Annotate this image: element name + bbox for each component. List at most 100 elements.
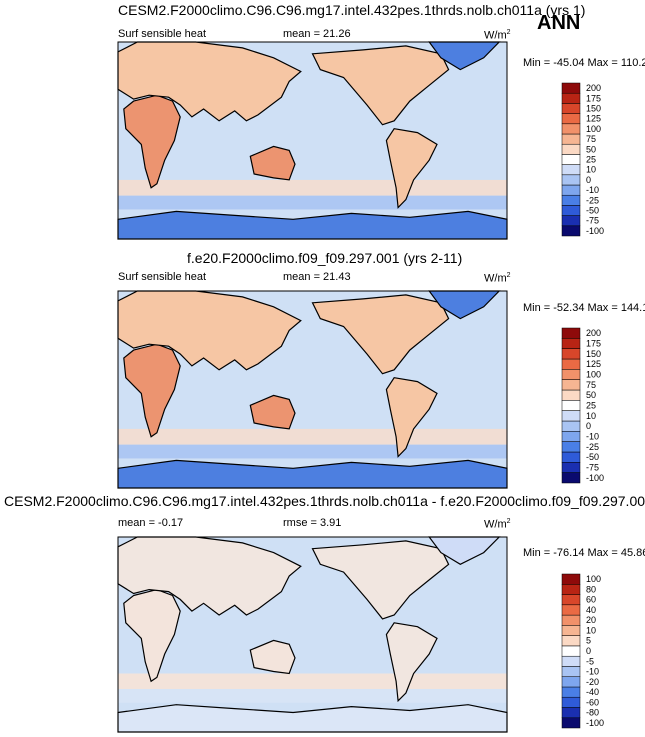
colorbar-tick-label: 200 [586,328,601,338]
colorbar-box [561,707,581,719]
colorbar-box [561,420,581,432]
colorbar-box [561,400,581,411]
colorbar-box [561,472,581,484]
colorbar-box [561,625,581,636]
colorbar-box [561,82,581,94]
circumpolar-band [118,444,507,459]
continent-namerica [311,45,450,126]
colorbar-tick-label: -100 [586,473,604,483]
colorbar-box [561,573,581,585]
colorbar-tick-label: 10 [586,626,596,636]
season-label: ANN [537,12,581,34]
colorbar-tick-label: 75 [586,380,596,390]
map-frame [117,41,508,240]
colorbar-tick-label: 0 [586,421,591,431]
colorbar-tick-label: -75 [586,463,599,473]
continent-eurasia [117,41,302,122]
colorbar-tick-label: -10 [586,185,599,195]
colorbar-tick-label: 150 [586,104,601,114]
colorbar-tick-label: 75 [586,134,596,144]
colorbar-tick-label: 10 [586,411,596,421]
colorbar-tick-label: -40 [586,687,599,697]
colorbar-tick-label: -25 [586,442,599,452]
colorbar-box [561,164,581,176]
continent-australia [249,394,296,430]
southern-ocean-band [118,673,507,690]
southern-ocean-band [118,179,507,196]
colorbar-tick-label: 50 [586,144,596,154]
panel2-mean: mean = 21.43 [283,271,351,283]
colorbar-tick-label: 125 [586,114,601,124]
colorbar-box [561,666,581,677]
colorbar-tick-label: 100 [586,124,601,134]
map-frame [117,290,508,489]
colorbar-tick-label: -100 [586,718,604,728]
panel3-units: W/m2 [484,518,511,531]
colorbar-tick-label: 175 [586,339,601,349]
colorbar-tick-label: -100 [586,226,604,236]
continent-samerica [385,377,438,458]
colorbar-tick-label: 80 [586,584,596,594]
colorbar-tick-label: 40 [586,605,596,615]
colorbar-box [561,614,581,626]
colorbar-box [561,225,581,237]
colorbar-box [561,696,581,708]
map-panel-1 [117,41,508,240]
colorbar-box [561,123,581,135]
colorbar-box [561,686,581,698]
circumpolar-band [118,689,507,703]
panel2-minmax: Min = -52.34 Max = 144.13 [523,302,645,314]
colorbar-box [561,184,581,196]
colorbar-box [561,92,581,104]
colorbar-box [561,635,581,647]
colorbar-box [561,174,581,186]
colorbar-box [561,205,581,216]
map-panel-2 [117,290,508,489]
panel3-rmse: rmse = 3.91 [283,517,342,529]
colorbar-box [561,645,581,657]
panel1-units: W/m2 [484,29,511,42]
continent-namerica [311,294,450,375]
colorbar-box [561,441,581,453]
colorbar-box [561,338,581,349]
colorbar-tick-label: 0 [586,646,591,656]
colorbar-tick-label: -50 [586,452,599,462]
circumpolar-band [118,195,507,210]
colorbar-box [561,358,581,370]
continent-africa [123,588,181,683]
colorbar-box [561,604,581,616]
colorbar-tick-label: 0 [586,175,591,185]
colorbar-box [561,431,581,442]
panel1-variable: Surf sensible heat [118,28,207,40]
southern-ocean-band [118,428,507,445]
map-frame [117,536,508,733]
colorbar-tick-label: 25 [586,401,596,411]
colorbar-box [561,369,581,380]
colorbar-box [561,717,581,729]
colorbar-box [561,379,581,391]
colorbar-tick-label: 200 [586,83,601,93]
colorbar-box [561,143,581,155]
continent-africa [123,343,181,438]
continent-namerica [311,540,450,620]
colorbar-tick-label: 5 [586,636,591,646]
colorbar-box [561,194,581,206]
colorbar-box [561,676,581,688]
panel1-minmax: Min = -45.04 Max = 110.24 [523,57,645,69]
panel2-variable: Surf sensible heat [118,271,207,283]
colorbar-box [561,462,581,473]
colorbar-tick-label: -10 [586,432,599,442]
colorbar-box [561,389,581,401]
colorbar-box [561,133,581,145]
colorbar-tick-label: -5 [586,656,594,666]
colorbar-box [561,113,581,125]
colorbar-tick-label: 25 [586,155,596,165]
colorbar-tick-label: 100 [586,370,601,380]
colorbar-box [561,327,581,339]
map-panel-3 [117,536,508,733]
colorbar-box [561,655,581,667]
